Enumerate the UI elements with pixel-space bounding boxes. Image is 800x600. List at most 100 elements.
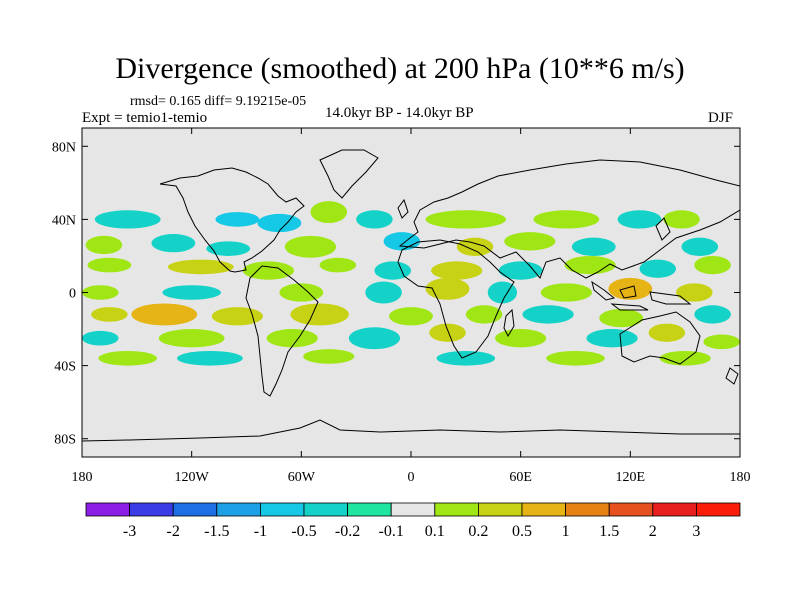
coastline-greenland bbox=[319, 149, 379, 199]
colorbar-box-12 bbox=[608, 502, 654, 517]
colorbar-box-10 bbox=[521, 502, 566, 517]
colorbar-box-9 bbox=[477, 502, 523, 517]
colorbar-label-11: 1.5 bbox=[599, 523, 619, 540]
field-contour-48 bbox=[266, 329, 318, 348]
field-contour-41 bbox=[389, 307, 433, 326]
field-contour-27 bbox=[694, 255, 731, 275]
field-contour-16 bbox=[571, 237, 616, 256]
chart-title: Divergence (smoothed) at 200 hPa (10**6 … bbox=[115, 52, 685, 85]
colorbar-box-4 bbox=[259, 502, 305, 517]
field-contour-31 bbox=[365, 281, 402, 304]
stats-label: rmsd= 0.165 diff= 9.19215e-05 bbox=[130, 94, 307, 109]
field-contour-11 bbox=[206, 241, 251, 256]
field-contour-1 bbox=[215, 212, 260, 227]
colorbar-label-12: 2 bbox=[649, 523, 657, 540]
coastline-british-isles bbox=[397, 198, 409, 219]
field-contour-28 bbox=[82, 285, 119, 300]
field-contour-12 bbox=[284, 235, 337, 258]
field-contour-42 bbox=[465, 305, 503, 324]
x-tick-label-5: 120E bbox=[616, 470, 646, 485]
coastline-antarctica bbox=[82, 419, 740, 442]
coastline-madagascar bbox=[503, 308, 515, 338]
field-contour-51 bbox=[495, 329, 547, 348]
field-contour-29 bbox=[162, 285, 221, 300]
colorbar-label-13: 3 bbox=[692, 523, 700, 540]
x-tick-label-0: 180 bbox=[72, 470, 93, 485]
field-contour-0 bbox=[94, 210, 161, 229]
coastline-africa bbox=[397, 239, 515, 359]
field-contour-23 bbox=[431, 261, 483, 280]
field-contour-60 bbox=[659, 350, 711, 366]
colorbar-box-8 bbox=[434, 502, 479, 517]
field-contour-43 bbox=[522, 305, 574, 324]
field-contour-55 bbox=[98, 350, 157, 366]
coastline-eurasia bbox=[398, 159, 740, 279]
x-tick-label-1: 120W bbox=[175, 470, 210, 485]
colorbar-label-7: 0.1 bbox=[425, 523, 445, 540]
colorbar-label-1: -2 bbox=[167, 523, 180, 540]
colorbar-box-3 bbox=[216, 502, 261, 517]
field-contour-35 bbox=[608, 277, 653, 300]
field-contour-9 bbox=[85, 235, 123, 255]
y-tick-label-1: 40N bbox=[52, 213, 76, 228]
field-contour-15 bbox=[504, 232, 556, 251]
season-label: DJF bbox=[708, 110, 734, 126]
field-contour-30 bbox=[279, 283, 324, 302]
colorbar-box-11 bbox=[565, 502, 610, 517]
coastline-japan bbox=[655, 217, 671, 241]
field-contour-37 bbox=[91, 307, 128, 322]
field-contour-22 bbox=[374, 261, 411, 280]
colorbar-label-5: -0.2 bbox=[335, 523, 360, 540]
x-tick-label-2: 60W bbox=[288, 470, 316, 485]
colorbar-label-4: -0.5 bbox=[291, 523, 316, 540]
colorbar: -3 -2 -1.5 -1 -0.5 -0.2 -0.1 0.1 0.2 0.5 1 1.5 2 3 bbox=[85, 502, 741, 540]
field-contour-3 bbox=[356, 210, 393, 229]
field-contour-53 bbox=[648, 323, 686, 342]
colorbar-label-3: -1 bbox=[254, 523, 267, 540]
colorbar-box-14 bbox=[696, 502, 741, 517]
field-contour-25 bbox=[564, 255, 616, 275]
field-contour-4 bbox=[425, 210, 507, 229]
field-contour-59 bbox=[546, 350, 605, 366]
field-contour-50 bbox=[429, 323, 466, 342]
coastline-south-america bbox=[245, 265, 319, 397]
field-contour-47 bbox=[158, 329, 225, 348]
field-contour-17 bbox=[681, 237, 719, 256]
field-contour-36 bbox=[676, 283, 713, 302]
colorbar-box-2 bbox=[172, 502, 218, 517]
colorbar-label-0: -3 bbox=[123, 523, 136, 540]
colorbar-label-8: 0.2 bbox=[468, 523, 488, 540]
colorbar-box-7 bbox=[390, 502, 436, 517]
field-contour-33 bbox=[487, 281, 518, 304]
field-contour-49 bbox=[348, 327, 401, 350]
divergence-field bbox=[82, 201, 740, 366]
field-contour-14 bbox=[456, 237, 494, 256]
field-contour-8 bbox=[310, 201, 348, 224]
field-contour-6 bbox=[617, 210, 662, 229]
field-contour-40 bbox=[290, 303, 349, 326]
field-contour-24 bbox=[498, 261, 543, 280]
x-tick-label-3: 0 bbox=[408, 470, 415, 485]
field-contour-18 bbox=[87, 257, 132, 273]
field-contour-52 bbox=[586, 329, 638, 348]
axes: 180 120W 60W 0 60E 120E 180 80N 40N 0 40S 80S bbox=[52, 128, 751, 485]
field-contour-54 bbox=[703, 334, 740, 350]
field-contour-7 bbox=[663, 210, 700, 229]
colorbar-box-0 bbox=[85, 502, 130, 517]
x-tick-label-4: 60E bbox=[509, 470, 532, 485]
field-contour-21 bbox=[319, 257, 357, 273]
field-contour-34 bbox=[540, 283, 592, 302]
coastline-new-zealand bbox=[725, 367, 739, 385]
field-contour-2 bbox=[257, 213, 302, 233]
y-tick-label-4: 80S bbox=[54, 433, 76, 448]
colorbar-box-5 bbox=[303, 502, 348, 517]
field-contour-32 bbox=[425, 277, 470, 300]
coastline-indonesia bbox=[591, 280, 692, 311]
field-contour-46 bbox=[82, 330, 119, 346]
experiment-label: Expt = temio1-temio bbox=[82, 110, 208, 126]
colorbar-label-6: -0.1 bbox=[379, 523, 404, 540]
colorbar-box-6 bbox=[347, 502, 392, 517]
field-contour-56 bbox=[177, 350, 243, 366]
coastline-australia bbox=[619, 311, 701, 365]
